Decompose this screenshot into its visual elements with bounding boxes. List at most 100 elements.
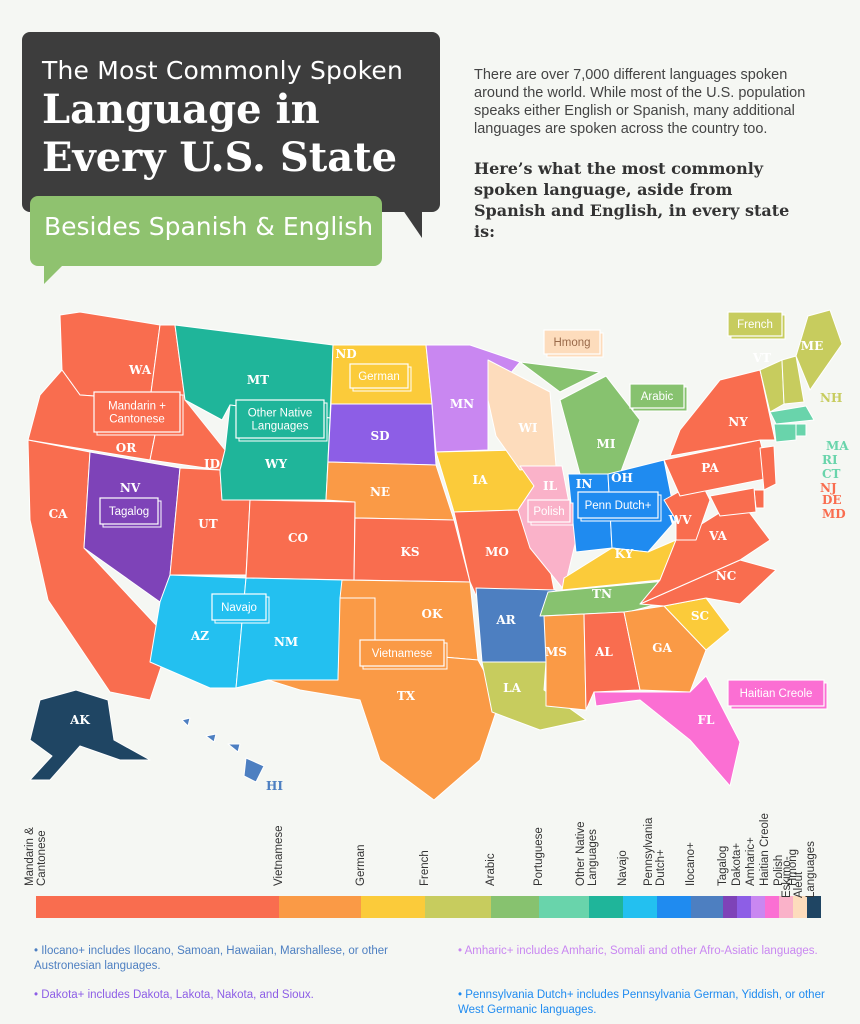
state-code-in: IN	[576, 477, 593, 491]
map-tag-french: French	[737, 319, 773, 331]
state-code-az: AZ	[190, 629, 209, 643]
state-code-co: CO	[288, 531, 308, 545]
state-code-sd: SD	[370, 429, 389, 443]
legend-swatch-other-native	[589, 896, 623, 918]
map-tag-box-haitian	[727, 679, 825, 707]
legend-label-ilocano: Ilocano+	[685, 842, 697, 886]
map-tag-penn-dutch: Penn Dutch+	[585, 500, 652, 512]
state-code-wv: WV	[668, 513, 692, 527]
state-code-me: ME	[801, 339, 823, 353]
state-code-fl: FL	[698, 713, 716, 727]
state-ri	[795, 423, 807, 437]
note-dakota: • Dakota+ includes Dakota, Lakota, Nakot…	[34, 989, 314, 1001]
legend-swatch-navajo	[623, 896, 657, 918]
state-code-ma: MA	[826, 439, 849, 453]
state-ga	[623, 605, 707, 693]
legend-label-other-native: Other Native Languages	[575, 821, 599, 886]
map-tag-hmong: Hmong	[553, 337, 590, 349]
state-code-nc: NC	[716, 569, 737, 583]
map-tag-box-vietnamese	[359, 639, 445, 667]
legend-swatch-german	[361, 896, 425, 918]
map-tag-mandarin: Mandarin +	[108, 401, 166, 413]
state-code-pa: PA	[701, 461, 719, 475]
state-code-nh: NH	[820, 391, 842, 405]
state-code-il: IL	[543, 479, 558, 493]
map-tag-box-french	[727, 311, 783, 337]
legend-label-mandarin: Mandarin & Cantonese	[24, 827, 48, 886]
map-tag-box-other-native	[235, 399, 325, 439]
legend-swatch-ilocano	[691, 896, 723, 918]
legend-swatch-dakota	[737, 896, 751, 918]
state-ms	[543, 613, 587, 711]
map-tag-box-tagalog	[99, 497, 159, 525]
state-code-id: ID	[204, 457, 220, 471]
state-code-ny: NY	[728, 415, 748, 429]
title-box-tail	[396, 200, 422, 238]
state-code-nj: NJ	[820, 481, 837, 495]
legend-label-arabic: Arabic	[485, 853, 497, 886]
legend-label-navajo: Navajo	[617, 850, 629, 886]
state-ny	[669, 369, 776, 457]
state-code-md: MD	[822, 507, 846, 521]
map-tag-box-german	[349, 363, 409, 389]
state-md	[709, 487, 757, 517]
state-code-wi: WI	[517, 421, 537, 435]
state-code-mi: MI	[597, 437, 616, 451]
state-ct	[773, 423, 797, 443]
state-code-ks: KS	[400, 545, 419, 559]
state-code-wa: WA	[128, 363, 152, 377]
state-code-sc: SC	[691, 609, 709, 623]
state-nj	[759, 445, 777, 491]
state-code-ok: OK	[422, 607, 443, 621]
legend-label-dakota: Dakota+	[731, 842, 743, 886]
note-amharic: • Amharic+ includes Amharic, Somali and …	[458, 945, 818, 957]
state-code-ms: MS	[545, 645, 567, 659]
legend-swatch-haitian	[765, 896, 779, 918]
legend-label-french: French	[419, 850, 431, 886]
intro-text: There are over 7,000 different languages…	[474, 67, 806, 137]
map-tag-arabic: Arabic	[641, 391, 674, 403]
legend-label-tagalog: Tagalog	[717, 845, 729, 886]
legend-label-haitian: Haitian Creole	[759, 813, 771, 886]
title-line-1: The Most Commonly Spoken	[42, 56, 404, 85]
title-line-3: Every U.S. State	[42, 134, 398, 181]
state-code-ct: CT	[822, 467, 841, 481]
legend-swatch-french	[425, 896, 491, 918]
state-il	[517, 465, 577, 591]
state-wa	[59, 311, 161, 401]
map-tag-box-arabic	[629, 383, 685, 409]
state-code-ca: CA	[49, 507, 69, 521]
subtitle-box-tail	[44, 262, 66, 284]
state-code-la: LA	[503, 681, 521, 695]
state-nh	[781, 355, 805, 405]
map-tag-german: German	[358, 371, 400, 383]
state-code-tx: TX	[397, 689, 416, 703]
legend-swatch-amharic	[751, 896, 765, 918]
legend-swatch-eskimo	[807, 896, 821, 918]
note-penn-dutch: • Pennsylvania Dutch+ includes Pennsylva…	[458, 989, 825, 1016]
legend-label-eskimo: Eskimo-Aleut Languages	[781, 841, 817, 898]
legend-swatch-vietnamese	[279, 896, 361, 918]
map-tag-other-native: Languages	[252, 421, 309, 433]
note-ilocano: • Ilocano+ includes Ilocano, Samoan, Haw…	[34, 945, 389, 972]
legend-swatch-tagalog	[723, 896, 737, 918]
map-tag-box-penn-dutch	[577, 491, 659, 519]
legend-swatch-mandarin	[36, 896, 279, 918]
state-code-mo: MO	[485, 545, 509, 559]
map-tag-haitian: Haitian Creole	[740, 688, 813, 700]
title-box	[22, 32, 440, 212]
map-tag-box-mandarin	[93, 391, 181, 433]
state-mi	[519, 361, 641, 475]
state-code-wy: WY	[264, 457, 287, 471]
map-tag-mandarin: Cantonese	[109, 414, 165, 426]
state-code-ne: NE	[370, 485, 390, 499]
title-line-2: Language in	[42, 86, 320, 133]
state-fl	[593, 675, 741, 787]
map-tag-box-navajo	[211, 593, 267, 621]
state-code-ar: AR	[495, 613, 516, 627]
state-code-vt: VT	[752, 351, 771, 365]
state-code-mn: MN	[450, 397, 474, 411]
state-code-nd: ND	[335, 347, 356, 361]
state-code-ky: KY	[615, 547, 634, 561]
